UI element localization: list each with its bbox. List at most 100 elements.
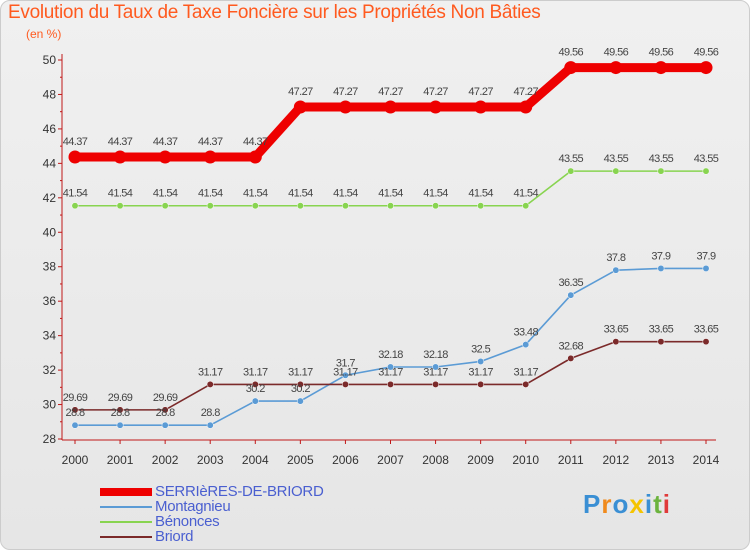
- x-tick-label: 2013: [648, 453, 675, 467]
- x-tick-label: 2010: [512, 453, 539, 467]
- x-tick-label: 2005: [287, 453, 314, 467]
- data-label: 47.27: [468, 86, 493, 98]
- data-point: [338, 100, 352, 114]
- data-point: [567, 354, 575, 362]
- line-chart: 28 30 32 34 36 38 40 42 44 46 48 50 2000 2001 2002 2003…: [43, 47, 720, 467]
- data-label: 33.65: [649, 324, 674, 336]
- y-tick-label: 28: [43, 432, 57, 446]
- legend-swatch: [100, 506, 152, 508]
- data-label: 49.56: [559, 47, 584, 59]
- data-point: [158, 150, 172, 164]
- data-label: 29.69: [63, 392, 88, 404]
- x-tick-label: 2001: [107, 453, 134, 467]
- data-point: [522, 380, 530, 388]
- data-point: [248, 150, 262, 164]
- proxiti-logo: Proxiti: [583, 489, 671, 520]
- data-label: 49.56: [604, 47, 629, 59]
- data-label: 31.17: [243, 366, 268, 378]
- data-point: [71, 421, 79, 429]
- data-point: [702, 167, 710, 175]
- legend-swatch: [100, 521, 152, 523]
- data-point: [296, 380, 304, 388]
- logo-letter: r: [601, 489, 613, 519]
- data-label: 47.27: [423, 86, 448, 98]
- data-point: [657, 167, 665, 175]
- data-point: [612, 338, 620, 346]
- data-point: [609, 61, 623, 75]
- y-tick-label: 42: [43, 191, 57, 205]
- data-point: [702, 265, 710, 272]
- data-label: 41.54: [63, 188, 88, 200]
- logo-letter: t: [653, 489, 663, 519]
- chart-title: Evolution du Taux de Taxe Foncière sur l…: [8, 2, 541, 23]
- data-label: 36.35: [559, 277, 584, 289]
- data-label: 32.5: [471, 343, 490, 355]
- data-label: 32.68: [559, 340, 584, 352]
- data-point: [387, 202, 394, 210]
- y-tick-label: 46: [43, 122, 57, 136]
- y-tick-label: 32: [43, 363, 57, 377]
- data-label: 47.27: [513, 86, 538, 98]
- data-label: 37.9: [696, 250, 715, 262]
- y-tick-label: 44: [43, 156, 57, 170]
- data-label: 30.2: [246, 383, 265, 395]
- data-label: 44.37: [198, 136, 223, 148]
- data-label: 32.18: [423, 349, 448, 361]
- data-point: [68, 150, 82, 164]
- data-point: [477, 202, 485, 210]
- data-point: [612, 266, 620, 274]
- data-point: [699, 61, 713, 75]
- data-point: [161, 202, 169, 210]
- data-label: 33.65: [604, 324, 629, 336]
- x-tick-label: 2011: [558, 453, 584, 467]
- logo-letter: x: [629, 489, 645, 519]
- data-label: 47.27: [378, 86, 403, 98]
- data-point: [206, 421, 214, 429]
- data-point: [206, 202, 214, 210]
- x-tick-label: 2012: [603, 453, 630, 467]
- y-tick-label: 40: [43, 225, 57, 239]
- x-tick-label: 2000: [62, 453, 89, 467]
- data-point: [116, 421, 124, 429]
- data-label: 37.8: [606, 252, 625, 264]
- logo-letter: o: [612, 489, 630, 519]
- data-label: 49.56: [694, 47, 719, 59]
- x-tick-label: 2014: [693, 453, 720, 467]
- x-tick-label: 2009: [467, 453, 494, 467]
- data-label: 49.56: [649, 47, 674, 59]
- data-label: 44.37: [108, 136, 133, 148]
- series-lines: [68, 61, 713, 429]
- data-point: [341, 371, 349, 379]
- data-label: 44.37: [63, 136, 88, 148]
- data-label: 32.18: [378, 349, 403, 361]
- data-point: [567, 167, 575, 175]
- data-point: [116, 202, 124, 210]
- data-point: [522, 341, 530, 349]
- data-label: 28.8: [111, 407, 130, 419]
- y-tick-label: 34: [43, 329, 57, 343]
- data-label: 41.54: [153, 188, 178, 200]
- data-labels: 28.8 28.8 28.8 28.8 30.2 30.2 31.7 32.18 32.18 32…: [63, 47, 720, 420]
- data-label: 43.55: [694, 153, 719, 165]
- data-point: [477, 380, 485, 388]
- data-label: 31.17: [468, 366, 493, 378]
- data-label: 41.54: [243, 188, 268, 200]
- data-point: [657, 338, 665, 346]
- logo-letter: P: [583, 489, 602, 519]
- data-point: [432, 380, 440, 388]
- data-point: [161, 421, 169, 429]
- data-label: 31.17: [288, 366, 313, 378]
- data-label: 31.17: [378, 366, 403, 378]
- data-label: 29.69: [108, 392, 133, 404]
- logo-letter: i: [644, 489, 654, 519]
- x-tick-label: 2008: [422, 453, 449, 467]
- data-point: [564, 61, 578, 75]
- data-point: [251, 397, 259, 405]
- x-tick-label: 2006: [332, 453, 359, 467]
- data-label: 28.8: [201, 407, 220, 419]
- data-point: [519, 100, 533, 114]
- data-label: 41.54: [288, 188, 313, 200]
- data-point: [161, 406, 169, 414]
- data-label: 41.54: [513, 188, 538, 200]
